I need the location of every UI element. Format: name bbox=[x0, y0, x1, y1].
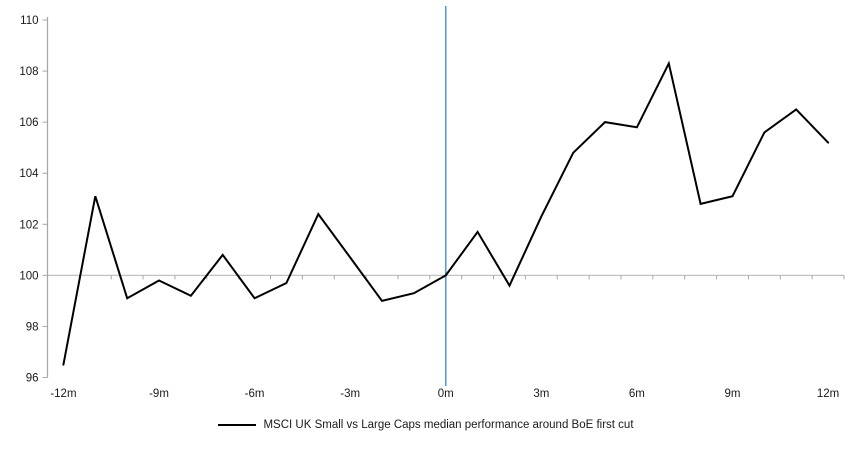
y-tick-label: 108 bbox=[19, 66, 38, 78]
x-tick-label: 12m bbox=[817, 388, 839, 400]
y-axis: 96 98 100 102 104 106 108 110 bbox=[19, 15, 49, 385]
y-tick-label: 110 bbox=[20, 15, 38, 27]
y-tick-label: 100 bbox=[19, 270, 38, 282]
x-tick-label: -9m bbox=[149, 388, 169, 400]
legend-line-sample-icon bbox=[218, 424, 257, 426]
x-axis-labels: -12m -9m -6m -3m 0m 3m 6m 9m 12m bbox=[50, 388, 839, 400]
x-tick-label: -12m bbox=[50, 388, 76, 400]
y-tick-label: 104 bbox=[19, 168, 39, 180]
x-tick-label: 6m bbox=[629, 388, 645, 400]
y-tick-label: 98 bbox=[26, 321, 39, 333]
y-tick-label: 106 bbox=[19, 117, 38, 129]
x-tick-label: -3m bbox=[340, 388, 360, 400]
y-tick-label: 96 bbox=[26, 373, 39, 385]
legend-series-label: MSCI UK Small vs Large Caps median perfo… bbox=[263, 419, 634, 431]
x-tick-label: -6m bbox=[245, 388, 265, 400]
x-tick-label: 0m bbox=[438, 388, 454, 400]
series-line bbox=[62, 60, 830, 366]
x-tick-label: 9m bbox=[724, 388, 740, 400]
y-tick-label: 102 bbox=[19, 219, 38, 231]
x-tick-label: 3m bbox=[533, 388, 549, 400]
legend: MSCI UK Small vs Large Caps median perfo… bbox=[0, 419, 852, 431]
